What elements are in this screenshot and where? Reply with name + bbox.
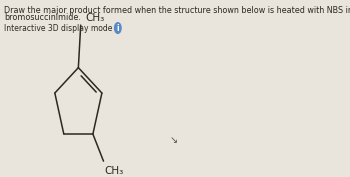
Text: Draw the major product formed when the structure shown below is heated with NBS : Draw the major product formed when the s…	[4, 6, 350, 15]
Text: CH₃: CH₃	[85, 13, 105, 23]
Text: bromosuccinimide.: bromosuccinimide.	[4, 13, 81, 22]
Text: ↘: ↘	[170, 135, 178, 145]
Text: i: i	[117, 24, 119, 33]
Circle shape	[114, 23, 121, 33]
Text: CH₃: CH₃	[105, 166, 124, 176]
Text: Interactive 3D display mode: Interactive 3D display mode	[4, 24, 112, 33]
